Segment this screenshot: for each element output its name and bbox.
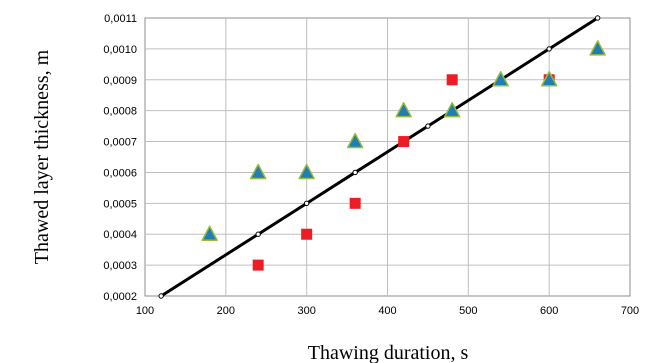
square-marker (301, 228, 313, 240)
trend-line-point (352, 169, 358, 176)
x-tick-label: 600 (540, 305, 558, 317)
trend-line-point (546, 46, 552, 52)
triangle-marker (540, 71, 558, 87)
triangle-marker (395, 101, 412, 118)
y-tick-label: 0,0009 (103, 75, 137, 87)
gridlines (145, 18, 630, 296)
x-tick-label: 500 (459, 305, 477, 317)
trend-line-point (158, 293, 164, 299)
triangle-marker (443, 101, 461, 118)
triangle-marker (201, 225, 218, 241)
triangle-marker (589, 40, 606, 56)
triangle-marker (298, 163, 315, 180)
triangle-marker (492, 71, 509, 87)
trend-line-point (303, 200, 310, 207)
square-marker (252, 259, 264, 271)
y-tick-label: 0,0006 (103, 167, 137, 179)
data-series (158, 15, 606, 299)
x-tick-label: 300 (297, 305, 315, 317)
y-tick-label: 0,0008 (103, 106, 137, 118)
x-axis-title: Thawing duration, s (308, 342, 469, 363)
triangle-marker (346, 132, 364, 149)
square-marker (446, 74, 458, 86)
y-tick-label: 0,0007 (103, 137, 137, 149)
y-tick-labels: 0,0002 0,0003 0,0004 0,0005 0,0006 0,0007 0,00… (103, 13, 137, 303)
trend-line-point (425, 123, 431, 129)
x-tick-labels: 100 200 300 400 500 600 700 (136, 305, 639, 317)
y-tick-label: 0,0010 (103, 44, 137, 56)
y-tick-label: 0,0005 (103, 198, 137, 210)
triangle-marker (249, 163, 267, 180)
y-tick-label: 0,0003 (103, 260, 137, 272)
x-tick-label: 400 (378, 305, 396, 317)
y-tick-label: 0,0004 (103, 229, 137, 241)
y-tick-label: 0,0011 (104, 13, 137, 25)
trend-line-point (594, 15, 601, 21)
x-tick-label: 200 (217, 305, 235, 317)
y-tick-label: 0,0002 (103, 291, 137, 303)
x-tick-label: 100 (136, 305, 154, 317)
square-marker (349, 197, 361, 209)
trend-line-point (255, 231, 261, 237)
x-tick-label: 700 (621, 305, 639, 317)
square-marker (398, 136, 410, 148)
y-axis-title: Thawed layer thickness, m (31, 49, 53, 264)
